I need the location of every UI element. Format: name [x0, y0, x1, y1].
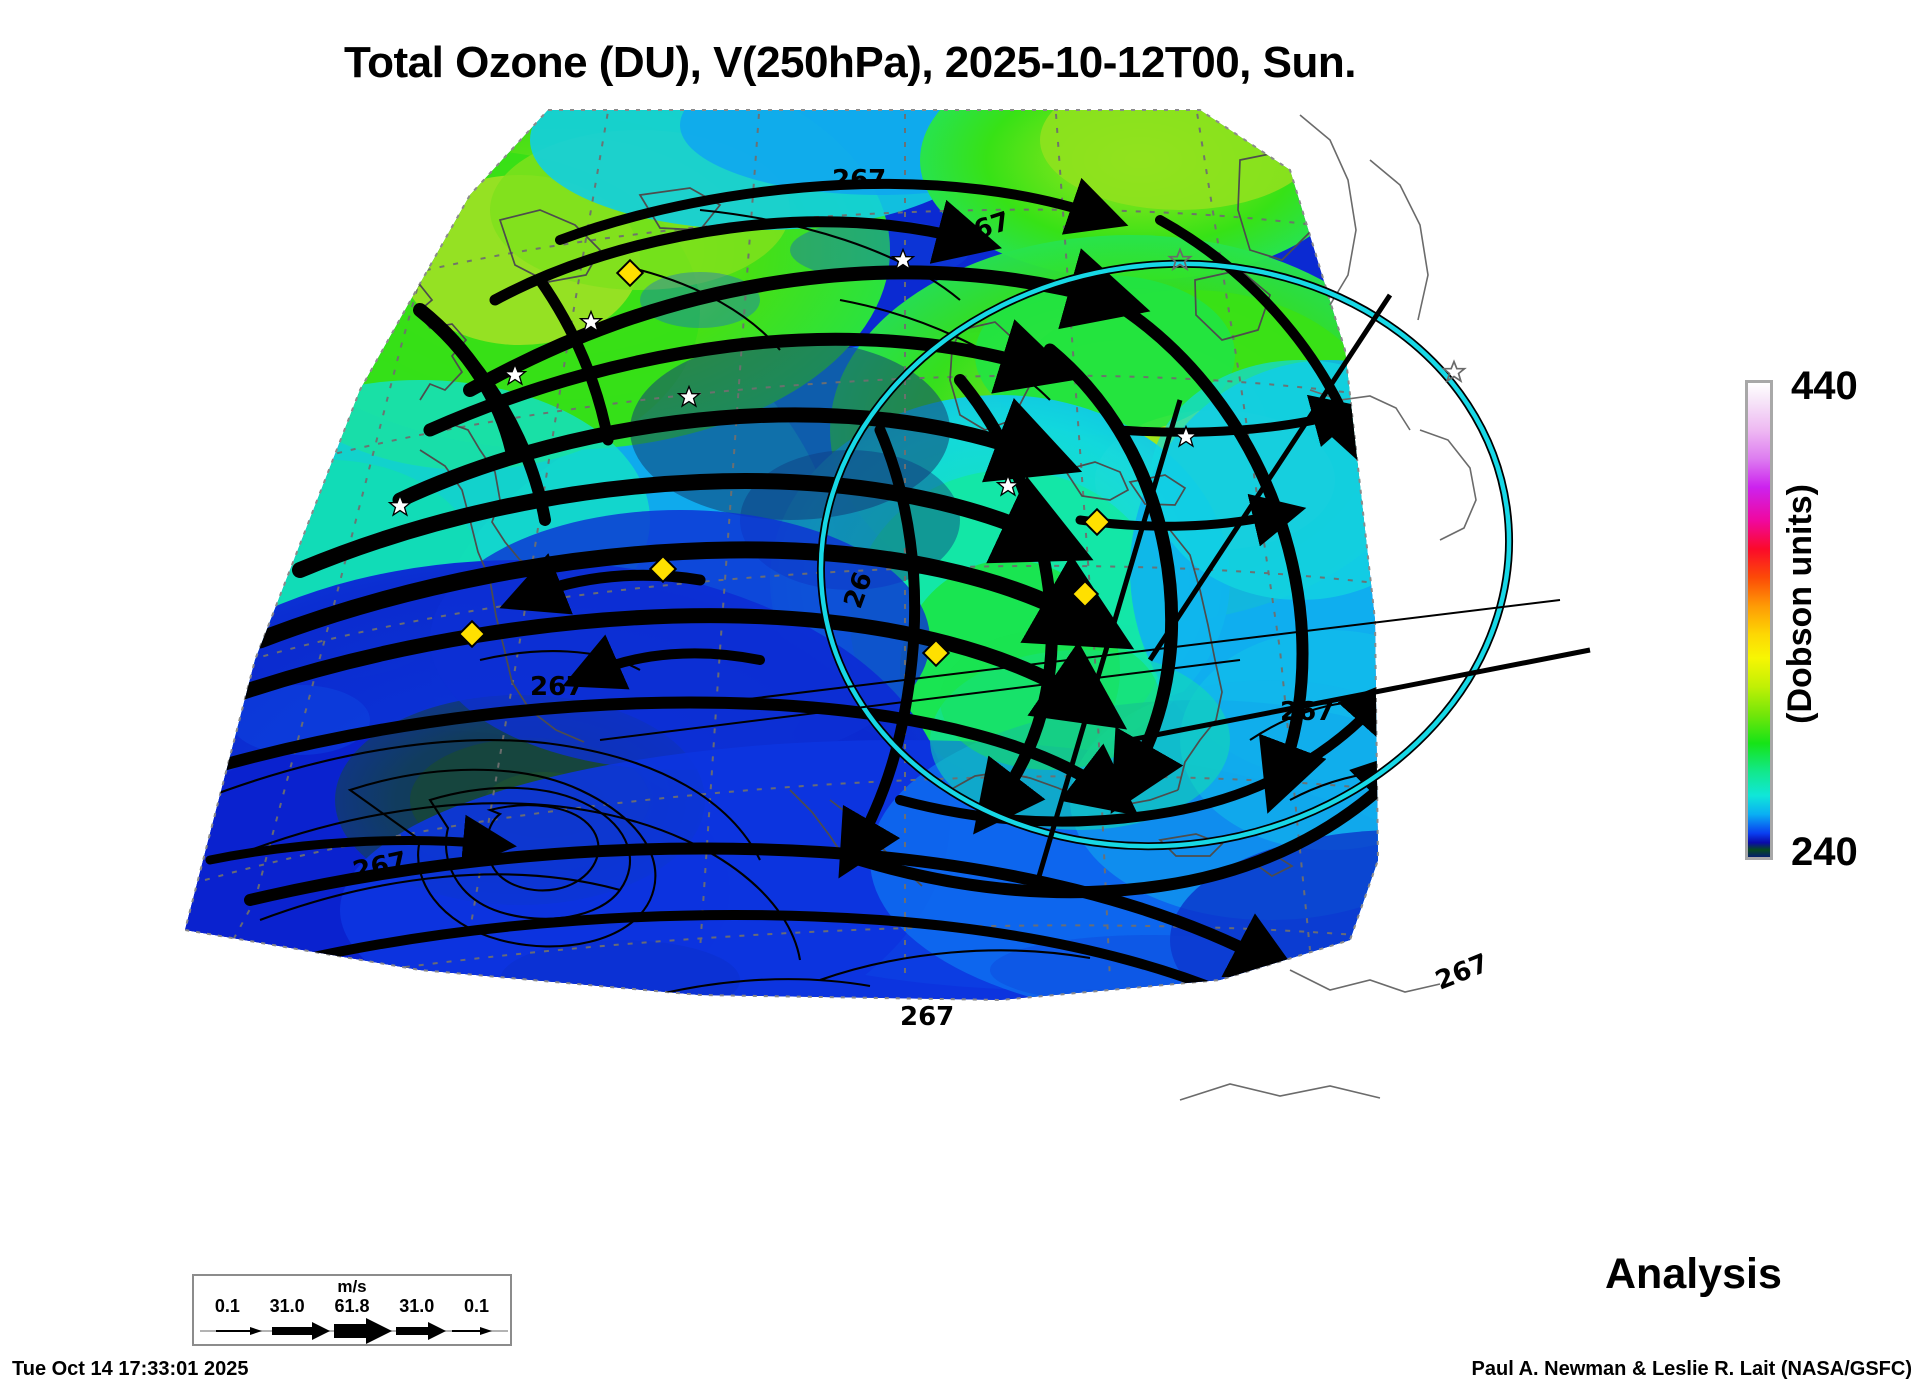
contour-label: 267 — [832, 165, 886, 195]
station-star — [995, 473, 1021, 497]
station-diamond — [1082, 507, 1112, 537]
analysis-label: Analysis — [1605, 1250, 1782, 1298]
station-star — [578, 309, 604, 333]
colorbar-gradient — [1745, 380, 1773, 860]
colorbar-min-label: 240 — [1791, 830, 1858, 874]
contour-label: 267 — [900, 1002, 954, 1032]
wind-legend-arrow-scale — [200, 1318, 508, 1344]
contour-label: 267 — [530, 672, 584, 702]
station-diamond-markers[interactable] — [457, 258, 1112, 668]
station-star — [676, 384, 702, 408]
station-diamond — [921, 638, 951, 668]
page-title: Total Ozone (DU), V(250hPa), 2025-10-12T… — [344, 38, 1356, 87]
wind-legend-tick: 0.1 — [464, 1296, 490, 1316]
station-star — [890, 247, 916, 271]
station-diamond — [615, 258, 645, 288]
station-star — [1173, 424, 1199, 448]
orbit-track-thin — [599, 599, 1561, 741]
wind-legend-tick: 61.8 — [334, 1296, 370, 1316]
contour-label: 267 — [1431, 948, 1493, 996]
wind-legend-tick: 31.0 — [269, 1296, 305, 1316]
colorbar-units-label: (Dobson units) — [1781, 484, 1819, 724]
station-star-outline — [1167, 247, 1193, 272]
ozone-map[interactable]: 267 267 267 267 267 267 267 26 — [0, 100, 1700, 1280]
station-star — [387, 493, 413, 517]
station-star — [502, 362, 528, 386]
footer-credit: Paul A. Newman & Leslie R. Lait (NASA/GS… — [1471, 1358, 1912, 1380]
wind-legend-tick: 0.1 — [214, 1296, 240, 1316]
wind-streamlines — [199, 177, 1378, 1000]
colorbar: 440 240 (Dobson units) — [1745, 364, 1925, 874]
field-of-regard-ring — [816, 259, 1514, 851]
wind-speed-legend: m/s 0.1 31.0 61.8 31.0 0.1 — [192, 1274, 512, 1346]
station-diamond — [457, 619, 487, 649]
station-star-markers[interactable] — [387, 247, 1467, 517]
station-star-outline — [1441, 359, 1467, 384]
wind-legend-tick: 31.0 — [399, 1296, 435, 1316]
station-diamond — [648, 554, 678, 584]
orbit-track-lines — [1032, 293, 1591, 891]
wind-legend-tick-row: 0.1 31.0 61.8 31.0 0.1 — [194, 1296, 510, 1317]
coastlines-outside — [1179, 114, 1477, 1101]
station-diamond — [1070, 579, 1100, 609]
footer-timestamp: Tue Oct 14 17:33:01 2025 — [12, 1358, 249, 1380]
wind-legend-units-label: m/s — [337, 1277, 367, 1296]
colorbar-max-label: 440 — [1791, 364, 1858, 408]
map-canvas[interactable]: 267 267 267 267 267 267 267 26 — [0, 100, 1700, 1280]
